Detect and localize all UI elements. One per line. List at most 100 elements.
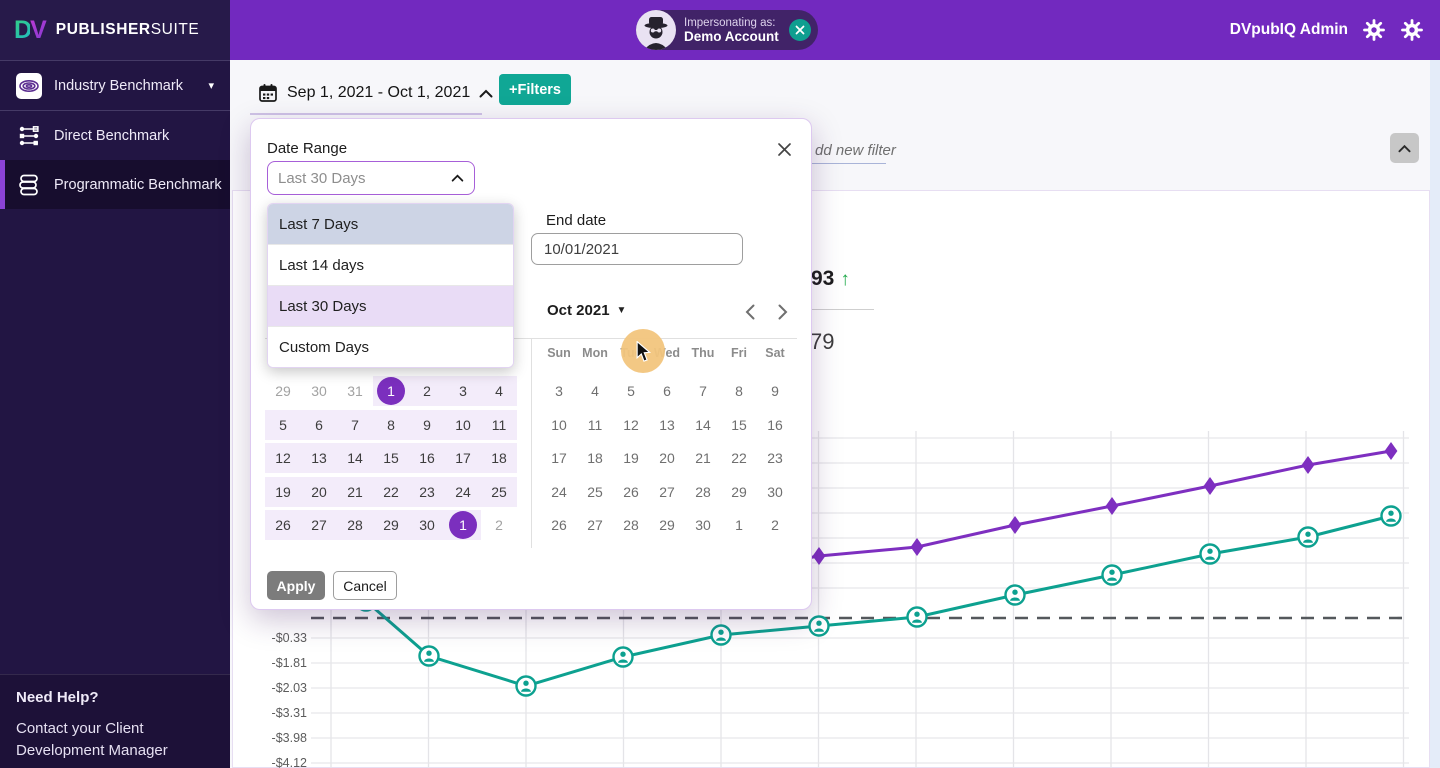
calendar-day[interactable]: 5 bbox=[627, 383, 635, 399]
calendar-day[interactable]: 1 bbox=[445, 510, 481, 540]
calendar-day[interactable]: 3 bbox=[555, 383, 563, 399]
calendar-day[interactable]: 6 bbox=[301, 409, 337, 440]
preset-select[interactable]: Last 30 Days bbox=[267, 161, 475, 195]
calendar-day[interactable]: 13 bbox=[659, 416, 675, 433]
calendar-day[interactable]: 31 bbox=[347, 383, 363, 399]
preset-option-last-30-days[interactable]: Last 30 Days bbox=[268, 286, 513, 327]
diamond-data-point bbox=[1301, 456, 1315, 474]
calendar-day[interactable]: 9 bbox=[771, 383, 779, 399]
calendar-day[interactable]: 26 bbox=[551, 517, 567, 533]
calendar-day[interactable]: 6 bbox=[663, 383, 671, 399]
calendar-day[interactable]: 21 bbox=[337, 476, 373, 507]
date-range-value: Sep 1, 2021 - Oct 1, 2021 bbox=[287, 84, 471, 101]
collapse-panel-button[interactable] bbox=[1390, 133, 1419, 163]
calendar-day[interactable]: 26 bbox=[265, 510, 301, 540]
calendar-day[interactable]: 18 bbox=[481, 443, 517, 473]
calendar-day[interactable]: 1 bbox=[735, 517, 743, 533]
calendar-day[interactable]: 16 bbox=[767, 416, 783, 433]
calendar-day[interactable]: 4 bbox=[481, 376, 517, 406]
calendar-day[interactable]: 21 bbox=[695, 450, 711, 466]
calendar-day[interactable]: 30 bbox=[695, 517, 711, 533]
calendar-day[interactable]: 22 bbox=[373, 476, 409, 507]
end-date-input[interactable]: 10/01/2021 bbox=[531, 233, 743, 265]
calendar-day[interactable]: 28 bbox=[623, 517, 639, 533]
add-filters-button[interactable]: +Filters bbox=[499, 74, 571, 105]
calendar-day[interactable]: 20 bbox=[301, 476, 337, 507]
calendar-day[interactable]: 15 bbox=[373, 443, 409, 473]
preset-option-last-14-days[interactable]: Last 14 days bbox=[268, 245, 513, 286]
sidebar-item-direct-benchmark[interactable]: Direct Benchmark bbox=[0, 111, 230, 160]
calendar-day[interactable]: 9 bbox=[409, 409, 445, 440]
calendar-day[interactable]: 10 bbox=[551, 416, 567, 433]
calendar-day[interactable]: 13 bbox=[301, 443, 337, 473]
preset-option-custom-days[interactable]: Custom Days bbox=[268, 327, 513, 367]
person-data-point bbox=[418, 645, 440, 667]
settings-gear-icon[interactable] bbox=[1362, 18, 1386, 42]
next-month-icon[interactable] bbox=[772, 301, 794, 323]
calendar-day[interactable]: 29 bbox=[659, 517, 675, 533]
metric-divider bbox=[812, 309, 874, 310]
calendar-day[interactable]: 20 bbox=[659, 450, 675, 466]
calendar-day[interactable]: 7 bbox=[699, 383, 707, 399]
calendar-day[interactable]: 4 bbox=[591, 383, 599, 399]
calendar-day[interactable]: 25 bbox=[587, 483, 603, 500]
calendar-day[interactable]: 30 bbox=[311, 383, 327, 399]
apply-button[interactable]: Apply bbox=[267, 571, 325, 600]
date-range-control[interactable]: Sep 1, 2021 - Oct 1, 2021 bbox=[258, 76, 493, 110]
calendar-day[interactable]: 16 bbox=[409, 443, 445, 473]
calendar-day[interactable]: 12 bbox=[265, 443, 301, 473]
calendar-day[interactable]: 2 bbox=[495, 517, 503, 533]
calendar-day[interactable]: 8 bbox=[735, 383, 743, 399]
calendar-day[interactable]: 12 bbox=[623, 416, 639, 433]
calendar-day[interactable]: 1 bbox=[373, 376, 409, 406]
cancel-button[interactable]: Cancel bbox=[333, 571, 397, 600]
calendar-day[interactable]: 30 bbox=[409, 510, 445, 540]
calendar-day[interactable]: 27 bbox=[659, 483, 675, 500]
calendar-day[interactable]: 23 bbox=[409, 476, 445, 507]
calendar-day[interactable]: 7 bbox=[337, 409, 373, 440]
calendar-day[interactable]: 29 bbox=[275, 383, 291, 399]
calendar-day[interactable]: 11 bbox=[481, 409, 517, 440]
sidebar-item-programmatic-benchmark[interactable]: Programmatic Benchmark bbox=[0, 160, 230, 209]
impersonating-as-label: Impersonating as: bbox=[684, 16, 776, 29]
calendar-day[interactable]: 5 bbox=[265, 409, 301, 440]
calendar-day[interactable]: 19 bbox=[265, 476, 301, 507]
sidebar-item-industry-benchmark[interactable]: Industry Benchmark ▾ bbox=[0, 61, 230, 110]
calendar-day[interactable]: 10 bbox=[445, 409, 481, 440]
calendar-day[interactable]: 29 bbox=[373, 510, 409, 540]
calendar-day[interactable]: 17 bbox=[551, 450, 567, 466]
calendar-day[interactable]: 3 bbox=[445, 376, 481, 406]
stop-impersonating-button[interactable] bbox=[788, 19, 811, 41]
calendar-day[interactable]: 14 bbox=[337, 443, 373, 473]
calendar-day[interactable]: 19 bbox=[623, 450, 639, 466]
calendar-day[interactable]: 28 bbox=[695, 483, 711, 500]
calendar-day[interactable]: 2 bbox=[771, 517, 779, 533]
day-header: Sun bbox=[547, 346, 571, 360]
calendar-day[interactable]: 8 bbox=[373, 409, 409, 440]
calendar-day[interactable]: 11 bbox=[587, 416, 603, 433]
person-data-point bbox=[710, 624, 732, 646]
preset-option-last-7-days[interactable]: Last 7 Days bbox=[268, 204, 513, 245]
calendar-day[interactable]: 27 bbox=[587, 517, 603, 533]
calendar-day[interactable]: 30 bbox=[767, 483, 783, 500]
calendar-day[interactable]: 15 bbox=[731, 416, 747, 433]
calendar-day[interactable]: 24 bbox=[551, 483, 567, 500]
calendar-day[interactable]: 18 bbox=[587, 450, 603, 466]
calendar-day[interactable]: 25 bbox=[481, 476, 517, 507]
calendar-day[interactable]: 17 bbox=[445, 443, 481, 473]
calendar-day[interactable]: 22 bbox=[731, 450, 747, 466]
close-icon[interactable] bbox=[773, 138, 795, 160]
calendar-day[interactable]: 2 bbox=[409, 376, 445, 406]
calendar-day[interactable]: 14 bbox=[695, 416, 711, 433]
prev-month-icon[interactable] bbox=[739, 301, 761, 323]
add-new-filter-input[interactable]: dd new filter bbox=[815, 142, 896, 159]
calendar-day[interactable]: 29 bbox=[731, 483, 747, 500]
calendar-day[interactable]: 23 bbox=[767, 450, 783, 466]
calendar-day[interactable]: 24 bbox=[445, 476, 481, 507]
calendar-day[interactable]: 27 bbox=[301, 510, 337, 540]
calendar-day[interactable]: 26 bbox=[623, 483, 639, 500]
calendar-day[interactable]: 28 bbox=[337, 510, 373, 540]
month-selector[interactable]: Oct 2021 ▼ bbox=[547, 302, 626, 319]
admin-gear-icon[interactable] bbox=[1400, 18, 1424, 42]
